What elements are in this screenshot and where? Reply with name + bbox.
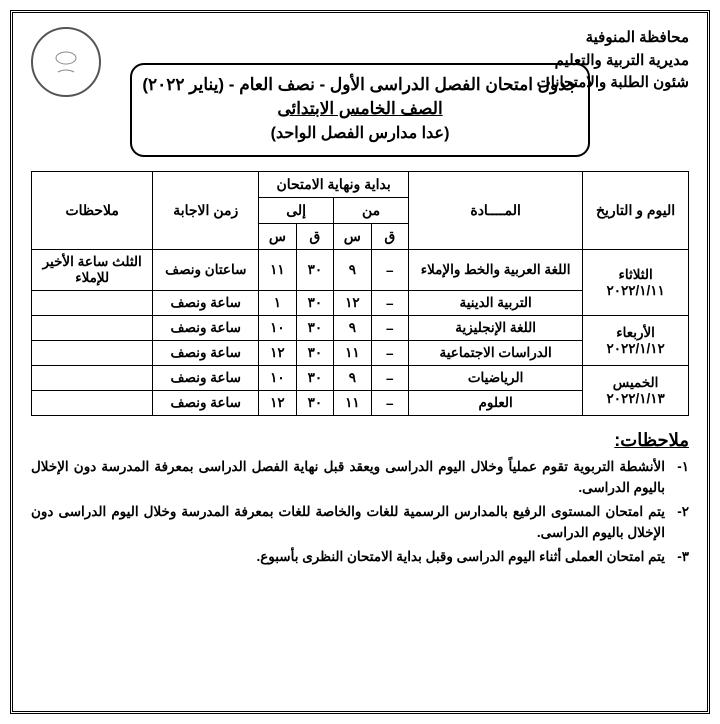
notes-section: ملاحظات: ١-الأنشطة التربوية تقوم عملياً … <box>31 430 689 568</box>
note-item: ٢-يتم امتحان المستوى الرفيع بالمدارس الر… <box>31 502 689 544</box>
note-number: ٣- <box>665 547 689 568</box>
title-line3: (عدا مدارس الفصل الواحد) <box>140 123 580 143</box>
table-row: الأربعاء٢٠٢٢/١/١٢اللغة الإنجليزية–٩٣٠١٠س… <box>32 316 689 341</box>
note-text: الأنشطة التربوية تقوم عملياً وخلال اليوم… <box>31 457 665 499</box>
cell-to-q: ٣٠ <box>296 250 333 291</box>
cell-to-q: ٣٠ <box>296 291 333 316</box>
note-item: ٣-يتم امتحان العملى أثناء اليوم الدراسى … <box>31 547 689 568</box>
cell-duration: ساعة ونصف <box>153 366 259 391</box>
logo-icon <box>31 27 101 97</box>
schedule-table: اليوم و التاريخ المــــادة بداية ونهاية … <box>31 171 689 416</box>
cell-to-q: ٣٠ <box>296 341 333 366</box>
note-item: ١-الأنشطة التربوية تقوم عملياً وخلال الي… <box>31 457 689 499</box>
cell-subject: الدراسات الاجتماعية <box>409 341 583 366</box>
cell-from-s: ١١ <box>334 391 371 416</box>
cell-duration: ساعة ونصف <box>153 291 259 316</box>
cell-subject: العلوم <box>409 391 583 416</box>
cell-to-s: ١٠ <box>259 366 296 391</box>
th-start-end: بداية ونهاية الامتحان <box>259 172 409 198</box>
cell-to-s: ١ <box>259 291 296 316</box>
th-duration: زمن الاجابة <box>153 172 259 250</box>
th-to: إلى <box>259 198 334 224</box>
cell-subject: اللغة الإنجليزية <box>409 316 583 341</box>
cell-from-q: – <box>371 366 408 391</box>
cell-to-s: ١٠ <box>259 316 296 341</box>
th-subject: المــــادة <box>409 172 583 250</box>
cell-duration: ساعة ونصف <box>153 341 259 366</box>
th-from-s: س <box>334 224 371 250</box>
cell-note <box>32 341 153 366</box>
table-row: الخميس٢٠٢٢/١/١٣الرياضيات–٩٣٠١٠ساعة ونصف <box>32 366 689 391</box>
th-to-s: س <box>259 224 296 250</box>
cell-duration: ساعتان ونصف <box>153 250 259 291</box>
cell-to-q: ٣٠ <box>296 366 333 391</box>
cell-note <box>32 366 153 391</box>
note-number: ٢- <box>665 502 689 544</box>
cell-note <box>32 316 153 341</box>
title-line2: الصف الخامس الابتدائى <box>140 99 580 119</box>
table-head: اليوم و التاريخ المــــادة بداية ونهاية … <box>32 172 689 250</box>
cell-from-q: – <box>371 391 408 416</box>
cell-duration: ساعة ونصف <box>153 316 259 341</box>
th-notes: ملاحظات <box>32 172 153 250</box>
title-line1: جدول امتحان الفصل الدراسى الأول - نصف ال… <box>140 75 580 95</box>
note-text: يتم امتحان العملى أثناء اليوم الدراسى وق… <box>31 547 665 568</box>
cell-to-q: ٣٠ <box>296 391 333 416</box>
cell-from-s: ١٢ <box>334 291 371 316</box>
cell-subject: اللغة العربية والخط والإملاء <box>409 250 583 291</box>
table-body: الثلاثاء٢٠٢٢/١/١١اللغة العربية والخط وال… <box>32 250 689 416</box>
cell-day: الخميس٢٠٢٢/١/١٣ <box>583 366 689 416</box>
cell-to-s: ١١ <box>259 250 296 291</box>
authority-line1: محافظة المنوفية <box>537 27 689 50</box>
notes-title: ملاحظات: <box>31 430 689 451</box>
th-day: اليوم و التاريخ <box>583 172 689 250</box>
cell-from-q: – <box>371 291 408 316</box>
cell-from-q: – <box>371 250 408 291</box>
th-from-q: ق <box>371 224 408 250</box>
cell-from-s: ٩ <box>334 366 371 391</box>
cell-from-s: ٩ <box>334 316 371 341</box>
cell-from-s: ٩ <box>334 250 371 291</box>
cell-subject: الرياضيات <box>409 366 583 391</box>
cell-note: الثلث ساعة الأخير للإملاء <box>32 250 153 291</box>
cell-duration: ساعة ونصف <box>153 391 259 416</box>
notes-list: ١-الأنشطة التربوية تقوم عملياً وخلال الي… <box>31 457 689 568</box>
cell-day: الأربعاء٢٠٢٢/١/١٢ <box>583 316 689 366</box>
cell-to-s: ١٢ <box>259 341 296 366</box>
cell-from-s: ١١ <box>334 341 371 366</box>
authority-line2: مديرية التربية والتعليم <box>537 50 689 73</box>
cell-to-s: ١٢ <box>259 391 296 416</box>
th-from: من <box>334 198 409 224</box>
cell-note <box>32 391 153 416</box>
cell-from-q: – <box>371 316 408 341</box>
cell-subject: التربية الدينية <box>409 291 583 316</box>
cell-day: الثلاثاء٢٠٢٢/١/١١ <box>583 250 689 316</box>
note-text: يتم امتحان المستوى الرفيع بالمدارس الرسم… <box>31 502 665 544</box>
th-to-q: ق <box>296 224 333 250</box>
cell-note <box>32 291 153 316</box>
document-frame: محافظة المنوفية مديرية التربية والتعليم … <box>10 10 710 714</box>
cell-to-q: ٣٠ <box>296 316 333 341</box>
title-box: جدول امتحان الفصل الدراسى الأول - نصف ال… <box>130 63 590 157</box>
cell-from-q: – <box>371 341 408 366</box>
note-number: ١- <box>665 457 689 499</box>
table-row: الثلاثاء٢٠٢٢/١/١١اللغة العربية والخط وال… <box>32 250 689 291</box>
